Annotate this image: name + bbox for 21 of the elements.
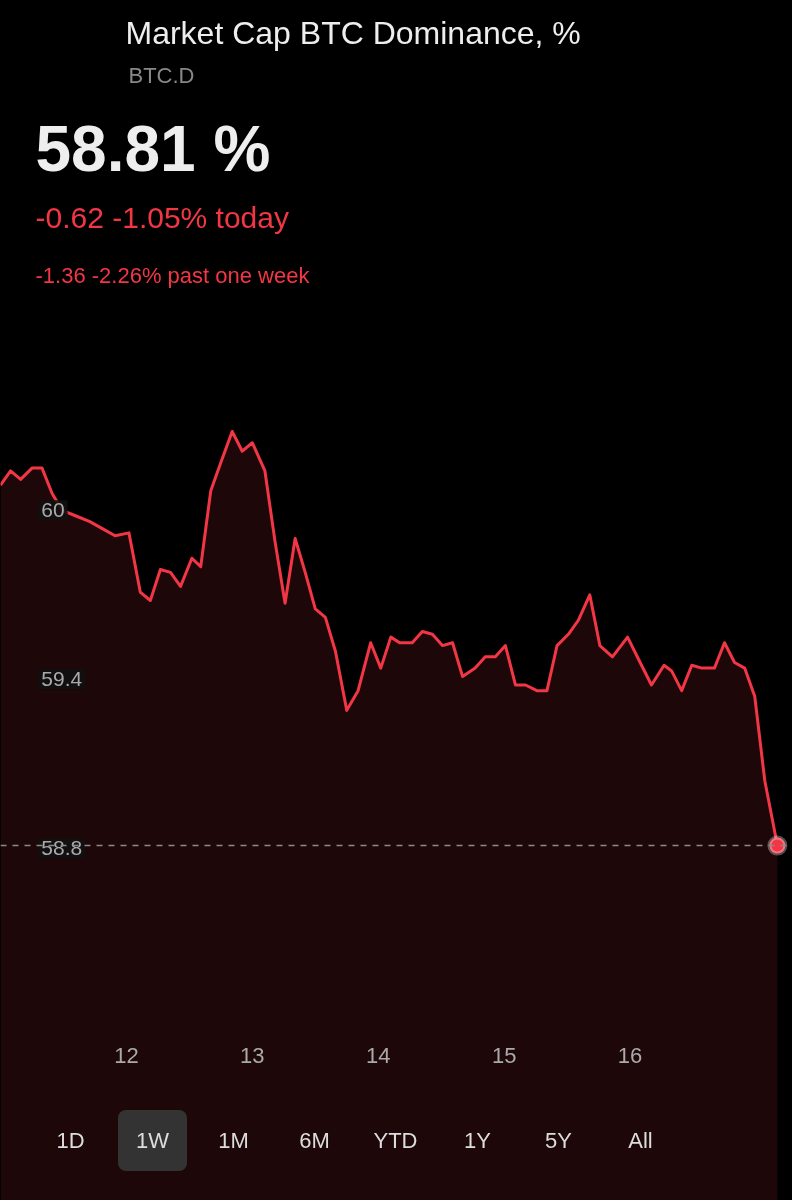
y-tick-label: 60 (41, 498, 65, 522)
annotation: YTD (373, 1128, 418, 1153)
annotation: 1W (136, 1128, 170, 1153)
annotation: 58.81 % (35, 112, 271, 185)
x-tick-label: 16 (617, 1043, 643, 1068)
annotation: All (628, 1128, 653, 1153)
annotation: -0.62 -1.05% today (35, 200, 289, 234)
annotation: 6M (299, 1128, 330, 1153)
annotation: 1D (56, 1128, 85, 1153)
text: BTC.D (128, 62, 195, 88)
x-tick-label: 13 (240, 1043, 265, 1068)
x-tick-label: 14 (366, 1043, 391, 1068)
annotation: -1.36 -2.26% past one week (35, 262, 311, 288)
y-tick-label: 58.8 (41, 836, 83, 860)
annotation: 5Y (545, 1128, 573, 1153)
x-tick-label: 12 (114, 1043, 139, 1068)
annotation: 1Y (464, 1128, 492, 1153)
annotation: 1M (218, 1128, 249, 1153)
chart-title: Market Cap BTC Dominance, % (125, 14, 581, 51)
x-tick-label: 15 (491, 1043, 517, 1068)
y-tick-label: 59.4 (41, 667, 83, 691)
